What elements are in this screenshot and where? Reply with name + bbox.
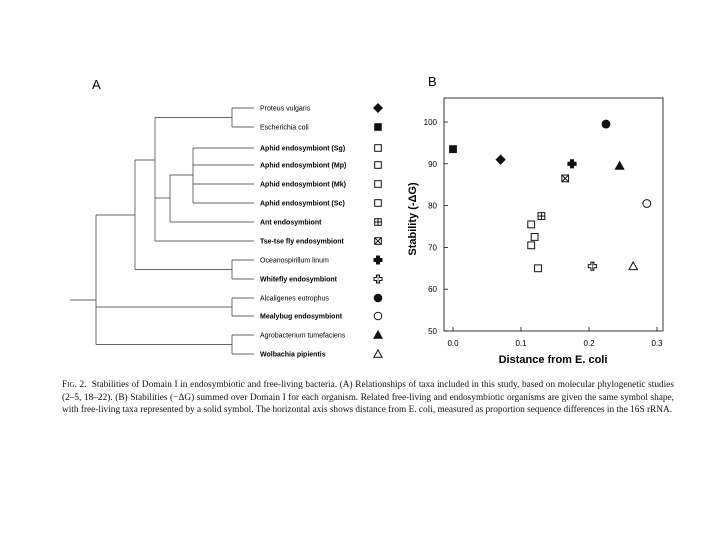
taxon-label: Aphid endosymbiont (Sg) — [260, 146, 345, 153]
figure-caption: Fig. 2. Stabilities of Domain I in endos… — [62, 379, 674, 417]
phylogenetic-tree — [70, 107, 254, 355]
data-point-square-plus-open — [537, 212, 546, 220]
taxon-label: Whitefly endosymbiont — [260, 277, 338, 284]
y-tick-label: 90 — [428, 160, 437, 169]
x-tick-label: 0.0 — [447, 339, 459, 348]
caption-label: Fig. 2. — [62, 380, 87, 390]
panel-a-label: A — [92, 77, 101, 92]
taxon-symbol-circle-filled — [373, 293, 383, 303]
taxon-symbol-diamond-filled — [373, 103, 383, 113]
taxon-label: Wolbachia pipientis — [260, 352, 326, 359]
x-tick-label: 0.2 — [583, 339, 595, 348]
data-point-triangle-open — [628, 260, 639, 271]
data-point-square-open — [527, 220, 536, 229]
taxon-symbol-square-filled — [374, 123, 382, 131]
data-point-triangle-filled — [614, 160, 625, 170]
x-axis-label: Distance from E. coli — [499, 354, 608, 366]
taxon-symbol-triangle-open — [373, 348, 383, 358]
panel-b-label: B — [428, 74, 437, 89]
plot-frame — [443, 97, 664, 332]
taxon-symbol-square-open — [374, 180, 382, 188]
x-tick-label: 0.3 — [651, 339, 663, 348]
data-point-square-x-open — [561, 174, 570, 183]
taxon-label: Ant endosymbiont — [260, 220, 322, 227]
taxon-label: Mealybug endosymbiont — [260, 314, 343, 321]
data-point-square-open — [534, 264, 542, 273]
taxon-label: Oceanospirillum linum — [260, 258, 329, 265]
taxon-label: Proteus vulgaris — [260, 106, 311, 113]
y-tick-label: 60 — [428, 285, 437, 294]
taxon-symbol-square-open — [374, 199, 382, 207]
data-point-cross-filled — [567, 159, 577, 169]
y-axis-ticks: 50 60 70 80 90 100 — [424, 118, 448, 336]
data-point-square-open — [530, 233, 539, 241]
taxon-symbol-square-x-open — [374, 237, 382, 245]
data-point-circle-filled — [601, 119, 611, 129]
taxon-symbol-circle-open — [373, 311, 383, 321]
taxon-symbol-cross-open — [373, 274, 383, 284]
taxa-labels: Proteus vulgaris Escherichia coli Aphid en… — [260, 106, 346, 359]
data-point-cross-open — [587, 261, 597, 271]
data-point-diamond-filled — [495, 154, 506, 165]
y-tick-label: 70 — [428, 243, 437, 252]
caption-text: Stabilities of Domain I in endosymbiotic… — [62, 380, 674, 415]
y-axis-label: Stability (-ΔG) — [407, 182, 419, 256]
scatter-points — [449, 119, 652, 273]
taxon-label: Escherichia coli — [260, 125, 309, 132]
taxon-label: Alcaligenes eutrophus — [260, 296, 329, 303]
taxon-symbol-triangle-filled — [373, 329, 383, 339]
data-point-circle-open — [642, 199, 652, 208]
x-axis-ticks: 0.0 0.1 0.2 0.3 — [447, 327, 663, 348]
x-tick-label: 0.1 — [515, 339, 527, 348]
taxon-label: Agrobacterium tumefaciens — [260, 333, 346, 340]
taxon-label: Tse-tse fly endosymbiont — [260, 239, 345, 246]
taxon-symbol-square-open — [374, 161, 382, 169]
taxa-symbols — [373, 103, 383, 358]
taxon-label: Aphid endosymbiont (Mk) — [260, 182, 346, 189]
taxon-label: Aphid endosymbiont (Sc) — [260, 201, 345, 208]
taxon-symbol-square-open — [374, 144, 382, 152]
taxon-symbol-cross-filled — [373, 255, 383, 265]
taxon-label: Aphid endosymbiont (Mp) — [260, 163, 346, 170]
y-tick-label: 80 — [428, 202, 437, 211]
data-point-square-filled — [449, 145, 457, 154]
y-tick-label: 100 — [424, 118, 438, 127]
y-tick-label: 50 — [428, 327, 437, 336]
taxon-symbol-square-plus-open — [374, 218, 382, 226]
data-point-square-open — [527, 241, 536, 250]
